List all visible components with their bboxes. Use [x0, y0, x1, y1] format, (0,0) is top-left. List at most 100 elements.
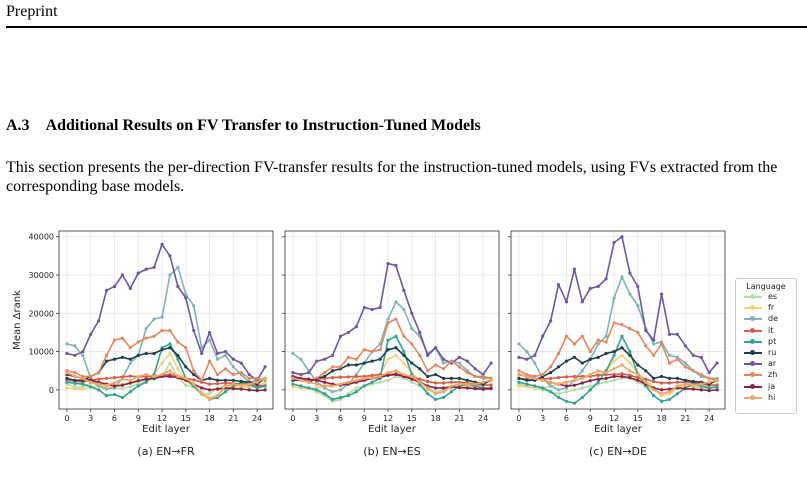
point-ru	[65, 376, 69, 380]
point-ar	[215, 351, 220, 356]
point-ar	[465, 359, 469, 363]
point-de	[128, 361, 132, 365]
point-ru	[378, 357, 382, 361]
point-it	[549, 376, 553, 380]
point-de	[176, 265, 180, 269]
point-pt	[128, 390, 132, 394]
legend-label: ar	[768, 359, 777, 369]
point-pt	[707, 386, 711, 390]
point-pt	[394, 334, 398, 338]
point-ar	[441, 357, 446, 361]
point-ar	[556, 282, 561, 287]
point-ar	[636, 284, 640, 289]
legend-item-es: es	[736, 291, 796, 302]
point-zh	[338, 365, 343, 369]
caption-panel-c: (c) EN→DE	[589, 445, 647, 458]
point-es	[386, 378, 390, 382]
point-hi	[620, 363, 624, 367]
point-ar	[517, 355, 521, 359]
y-axis-label: Mean Δrank	[12, 290, 23, 350]
point-ar	[457, 355, 461, 359]
legend-item-ru: ru	[736, 347, 796, 358]
point-ar	[354, 325, 358, 329]
point-ar	[667, 332, 672, 336]
point-it	[215, 382, 220, 386]
point-pt	[330, 397, 335, 402]
point-fr	[176, 367, 180, 371]
point-ru	[588, 357, 592, 361]
point-hi	[144, 372, 148, 377]
point-zh	[184, 346, 188, 350]
point-ar	[291, 371, 295, 375]
point-ja	[667, 387, 672, 391]
point-de	[683, 361, 687, 365]
point-de	[81, 353, 85, 358]
legend-label: hi	[768, 392, 776, 402]
point-it	[596, 373, 600, 377]
point-it	[667, 381, 672, 385]
series-line-zh	[66, 329, 266, 382]
point-hi	[652, 388, 656, 392]
point-pt	[556, 395, 561, 400]
x-tick-label: 12	[609, 414, 619, 423]
y-tick-label: 30000	[29, 271, 54, 280]
point-es	[604, 380, 608, 384]
point-pt	[386, 338, 390, 342]
point-es	[612, 378, 616, 382]
point-ru	[596, 355, 600, 359]
point-es	[120, 387, 125, 391]
point-ja	[564, 384, 569, 388]
x-axis-label: Edit layer	[594, 424, 643, 435]
point-zh	[89, 374, 93, 379]
legend-item-hi: hi	[736, 392, 796, 403]
point-zh	[707, 376, 711, 380]
point-ru	[330, 369, 335, 373]
point-hi	[457, 382, 461, 386]
point-ar	[604, 277, 608, 281]
point-it	[489, 383, 493, 387]
point-ja	[604, 376, 608, 380]
point-ar	[120, 273, 125, 277]
point-ja	[120, 383, 125, 387]
point-de	[533, 361, 537, 365]
point-hi	[636, 372, 640, 377]
point-hi	[481, 380, 485, 384]
point-ar	[112, 284, 117, 289]
point-zh	[580, 334, 584, 338]
point-ar	[572, 267, 577, 271]
legend-label: fr	[768, 303, 775, 313]
point-ru	[207, 376, 212, 380]
point-zh	[465, 371, 469, 375]
point-ja	[410, 377, 414, 381]
chart-panel-2: 0 3 6 9 12 15 18 21 24 Edit layer	[508, 230, 726, 435]
point-zh	[378, 348, 382, 352]
legend-marker	[750, 394, 755, 400]
point-it	[223, 381, 228, 385]
point-ar	[386, 261, 390, 266]
point-pt	[580, 395, 584, 400]
point-hi	[97, 382, 101, 386]
point-de	[620, 275, 624, 279]
point-zh	[683, 365, 687, 369]
point-ru	[370, 359, 374, 363]
point-it	[564, 375, 569, 379]
point-ja	[394, 372, 398, 377]
point-ja	[628, 376, 632, 380]
point-pt	[144, 380, 148, 384]
point-ar	[136, 271, 140, 275]
point-zh	[394, 317, 398, 321]
point-ar	[473, 367, 477, 371]
point-ar	[192, 328, 196, 333]
point-ar	[588, 286, 592, 291]
point-pt	[667, 397, 672, 402]
point-fr	[160, 361, 164, 365]
point-it	[620, 372, 624, 376]
point-ru	[231, 378, 235, 382]
point-es	[556, 392, 561, 396]
point-fr	[73, 387, 77, 391]
point-es	[354, 386, 358, 390]
point-ja	[707, 389, 711, 393]
point-de	[410, 327, 414, 331]
legend-label: it	[768, 325, 774, 335]
point-ja	[433, 386, 438, 390]
